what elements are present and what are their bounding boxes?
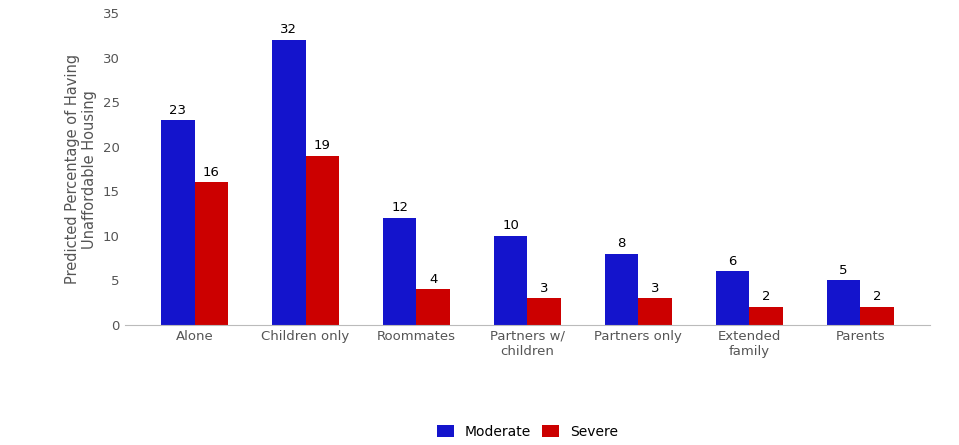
Bar xyxy=(639,298,671,325)
Y-axis label: Predicted Percentage of Having
Unaffordable Housing: Predicted Percentage of Having Unafforda… xyxy=(65,54,97,284)
Bar xyxy=(384,218,416,325)
Text: 2: 2 xyxy=(761,291,770,303)
Bar xyxy=(494,236,527,325)
Bar xyxy=(416,289,450,325)
Bar xyxy=(605,254,639,325)
Bar xyxy=(860,307,894,325)
Text: 23: 23 xyxy=(170,104,186,117)
Bar xyxy=(161,120,195,325)
Text: 3: 3 xyxy=(540,282,549,295)
Text: 12: 12 xyxy=(391,202,409,214)
Text: 10: 10 xyxy=(503,219,519,232)
Text: 19: 19 xyxy=(314,139,331,152)
Bar xyxy=(306,156,339,325)
Text: 5: 5 xyxy=(839,264,848,277)
Text: 3: 3 xyxy=(651,282,659,295)
Text: 2: 2 xyxy=(873,291,881,303)
Text: 4: 4 xyxy=(429,273,437,286)
Text: 8: 8 xyxy=(618,237,626,250)
Bar xyxy=(827,280,860,325)
Bar xyxy=(195,182,228,325)
Text: 6: 6 xyxy=(729,255,737,268)
Text: 16: 16 xyxy=(202,166,220,179)
Text: 32: 32 xyxy=(280,24,297,36)
Bar xyxy=(749,307,783,325)
Legend: Moderate, Severe: Moderate, Severe xyxy=(432,419,623,444)
Bar xyxy=(527,298,561,325)
Bar xyxy=(272,40,306,325)
Bar xyxy=(716,271,749,325)
